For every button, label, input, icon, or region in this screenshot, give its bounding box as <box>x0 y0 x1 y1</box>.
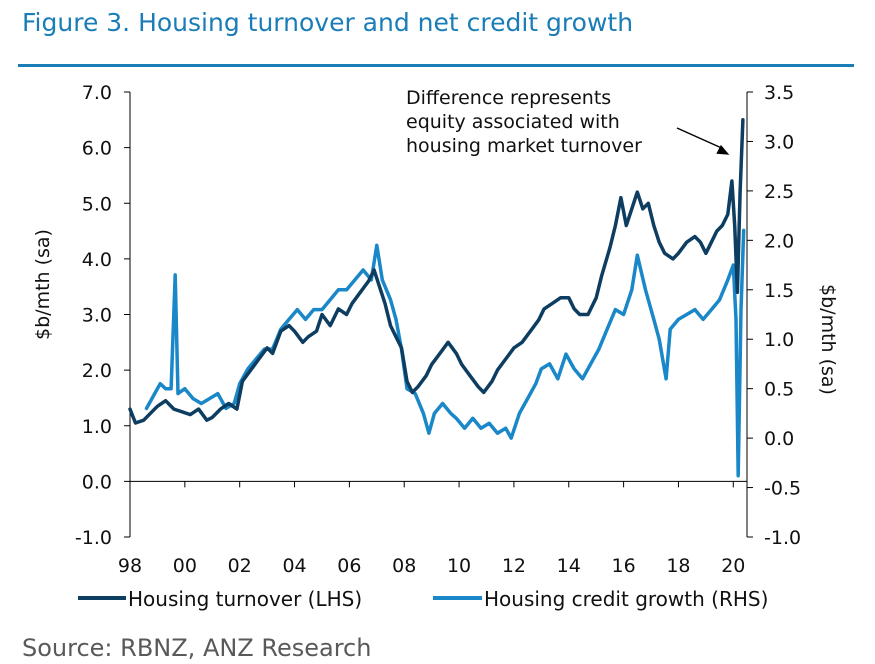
x-tick-label: 98 <box>118 555 142 577</box>
x-tick-label: 08 <box>392 555 416 577</box>
figure-title: Figure 3. Housing turnover and net credi… <box>22 8 634 37</box>
y-right-tick-label: 0.5 <box>764 379 794 401</box>
y-right-tick-label: -1.0 <box>764 527 801 549</box>
y-left-tick-label: 2.0 <box>82 360 112 382</box>
y-right-tick-label: 2.5 <box>764 181 794 203</box>
x-tick-label: 16 <box>612 555 636 577</box>
x-tick-label: 18 <box>666 555 690 577</box>
y-left-tick-label: 6.0 <box>82 138 112 160</box>
x-tick-label: 12 <box>502 555 526 577</box>
y-right-tick-label: 3.0 <box>764 131 794 153</box>
series-line-housing-credit-growth <box>144 228 746 478</box>
title-rule <box>18 64 854 67</box>
y-right-tick-label: -0.5 <box>764 478 801 500</box>
annotation-arrow-shaft <box>676 127 724 150</box>
x-tick-label: 10 <box>447 555 471 577</box>
annotation-line: equity associated with <box>406 111 620 133</box>
y-right-axis-label: $b/mth (sa) <box>817 284 839 395</box>
y-left-tick-label: 3.0 <box>82 305 112 327</box>
legend-label-housing-turnover: Housing turnover (LHS) <box>128 587 362 611</box>
y-left-tick-label: 1.0 <box>82 416 112 438</box>
x-tick-label: 20 <box>721 555 745 577</box>
y-left-tick-label: 4.0 <box>82 249 112 271</box>
y-left-axis-label: $b/mth (sa) <box>32 229 54 340</box>
y-left-tick-label: -1.0 <box>75 527 112 549</box>
annotation-arrow-head <box>716 144 730 155</box>
x-tick-label: 00 <box>173 555 197 577</box>
y-left-tick-label: 7.0 <box>82 82 112 104</box>
x-tick-label: 04 <box>282 555 306 577</box>
source-note: Source: RBNZ, ANZ Research <box>22 634 372 662</box>
y-left-tick-label: 0.0 <box>82 471 112 493</box>
y-left-tick-label: 5.0 <box>82 193 112 215</box>
annotation-line: Difference represents <box>406 87 611 109</box>
series-line-housing-turnover <box>128 118 745 425</box>
x-tick-label: 14 <box>557 555 581 577</box>
y-right-tick-label: 1.0 <box>764 329 794 351</box>
y-right-tick-label: 2.0 <box>764 230 794 252</box>
legend-label-housing-credit-growth: Housing credit growth (RHS) <box>484 587 768 611</box>
annotation-line: housing market turnover <box>406 135 642 157</box>
x-tick-label: 02 <box>228 555 252 577</box>
y-right-tick-label: 0.0 <box>764 428 794 450</box>
y-right-tick-label: 1.5 <box>764 280 794 302</box>
y-right-tick-label: 3.5 <box>764 82 794 104</box>
x-tick-label: 06 <box>337 555 361 577</box>
